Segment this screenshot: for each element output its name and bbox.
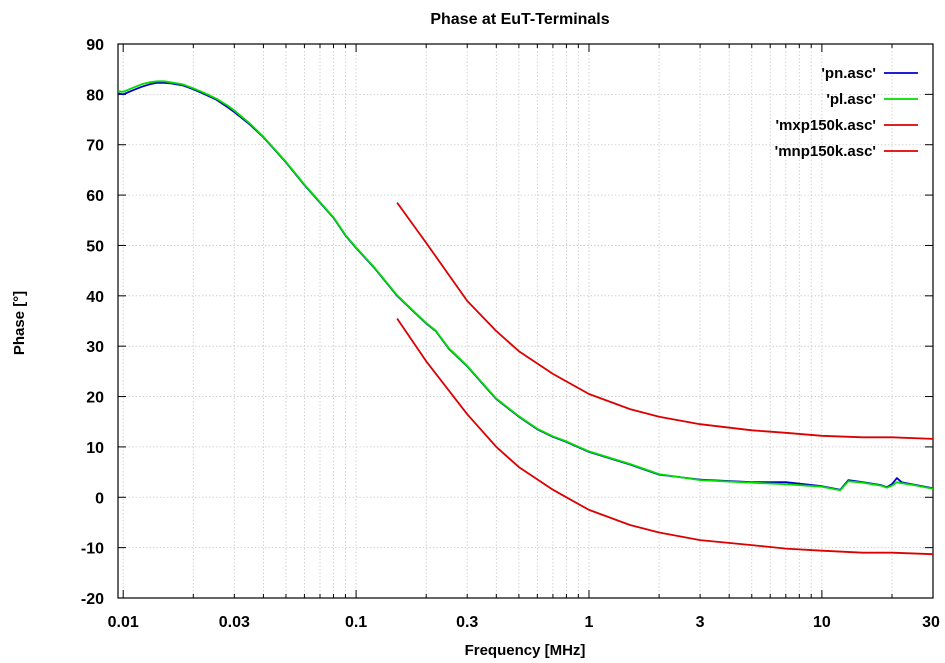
x-tick-label: 0.3 — [456, 614, 478, 631]
y-tick-label: 10 — [86, 440, 104, 457]
y-tick-label: 40 — [86, 289, 104, 306]
x-tick-label: 10 — [813, 614, 831, 631]
legend: 'pn.asc' 'pl.asc' 'mxp150k.asc' 'mnp150k.as… — [775, 65, 918, 160]
y-tick-label: 0 — [95, 490, 104, 507]
y-tick-label: 50 — [86, 238, 104, 255]
y-tick-label: -10 — [81, 541, 104, 558]
x-tick-label: 30 — [922, 614, 940, 631]
legend-label: 'mxp150k.asc' — [775, 117, 876, 134]
chart-title: Phase at EuT-Terminals — [430, 11, 609, 28]
plot-frame — [117, 43, 934, 599]
x-tick-label: 0.03 — [219, 614, 250, 631]
y-tick-label: 90 — [86, 37, 104, 54]
y-tick-label: 30 — [86, 339, 104, 356]
legend-label: 'pn.asc' — [821, 65, 876, 82]
y-tick-label: 80 — [86, 87, 104, 104]
series-line-2 — [117, 80, 934, 492]
y-tick-label: -20 — [81, 591, 104, 608]
y-tick-label: 70 — [86, 138, 104, 155]
legend-label: 'mnp150k.asc' — [775, 143, 876, 160]
x-tick-label: 0.1 — [345, 614, 367, 631]
x-axis-label: Frequency [MHz] — [465, 642, 586, 659]
y-axis-label: Phase [°] — [11, 291, 28, 355]
grid-lines — [118, 44, 934, 598]
x-tick-label: 1 — [585, 614, 594, 631]
legend-label: 'pl.asc' — [826, 91, 876, 108]
y-tick-label: 60 — [86, 188, 104, 205]
series-line-3 — [396, 202, 934, 440]
x-tick-label: 0.01 — [108, 614, 139, 631]
x-tick-label: 3 — [696, 614, 705, 631]
axis-ticks: -20 -10 0 10 20 30 40 50 60 70 80 90 0.01 0.03 0.1 0.3 1… — [81, 37, 940, 631]
series-line-4 — [396, 317, 934, 556]
series-lines — [117, 80, 934, 556]
y-tick-label: 20 — [86, 390, 104, 407]
